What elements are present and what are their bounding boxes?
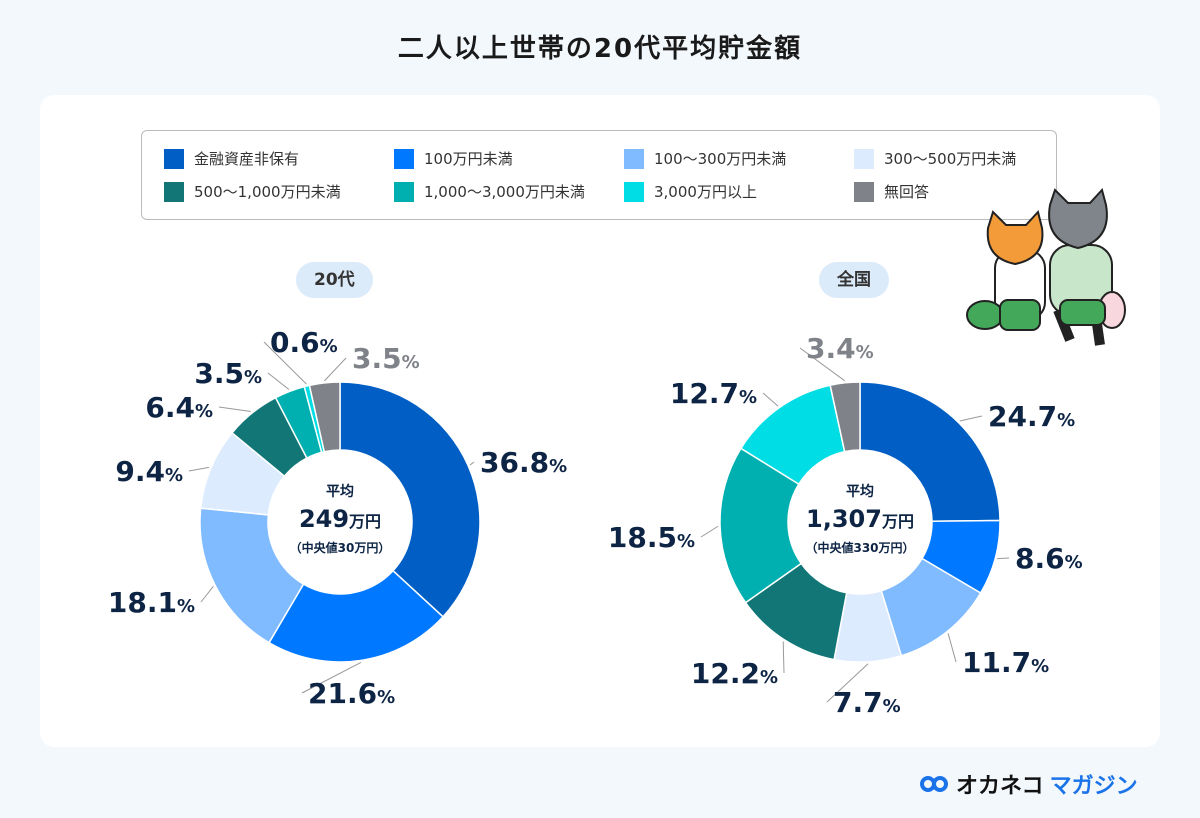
data-label: 3.5%: [352, 342, 420, 375]
center-label: 平均: [846, 483, 874, 500]
donut-slice: [859, 381, 1001, 522]
legend-label: 3,000万円以上: [654, 183, 757, 201]
center-label: 平均: [326, 483, 354, 500]
legend-item: 1,000〜3,000万円未満: [394, 181, 585, 202]
leader-line: [799, 347, 846, 382]
leader-line: [469, 461, 475, 466]
logo: オカネコ マガジン: [920, 768, 1138, 800]
legend-swatch: [854, 181, 874, 202]
logo-icon: [920, 776, 948, 792]
legend-label: 100〜300万円未満: [654, 150, 787, 168]
legend: 金融資産非保有 100万円未満 100〜300万円未満 300〜500万円未満 500〜…: [141, 130, 1057, 220]
legend-swatch: [394, 181, 414, 202]
legend-swatch: [624, 181, 644, 202]
logo-text-1: オカネコ: [956, 774, 1044, 799]
legend-label: 300〜500万円未満: [884, 150, 1017, 168]
legend-label: 1,000〜3,000万円未満: [424, 183, 585, 201]
data-label: 9.4%: [115, 455, 183, 488]
leader-line: [301, 662, 362, 694]
data-label: 3.5%: [194, 357, 262, 390]
center-value: 249万円: [299, 505, 381, 533]
data-label: 0.6%: [270, 326, 338, 359]
donut-slice: [719, 447, 803, 604]
data-label: 21.6%: [308, 677, 395, 710]
leader-line: [700, 525, 719, 538]
donut-slice: [268, 569, 445, 663]
donut-slice: [199, 507, 305, 644]
legend-item: 無回答: [854, 181, 929, 202]
data-label: 36.8%: [480, 446, 567, 479]
legend-item: 500〜1,000万円未満: [164, 181, 341, 202]
leader-line: [959, 415, 983, 422]
chart-title: 二人以上世帯の20代平均貯金額: [397, 34, 803, 64]
legend-label: 無回答: [884, 183, 930, 201]
data-label: 11.7%: [962, 646, 1049, 679]
data-label: 12.2%: [691, 657, 778, 690]
data-label: 3.4%: [806, 332, 874, 365]
chart-title-national: 全国: [819, 262, 889, 298]
center-median: （中央値30万円）: [290, 540, 391, 555]
logo-text-2: マガジン: [1049, 774, 1138, 799]
data-label: 6.4%: [145, 391, 213, 424]
leader-line: [200, 586, 214, 603]
legend-item: 金融資産非保有: [164, 148, 299, 169]
legend-swatch: [854, 148, 874, 169]
legend-item: 3,000万円以上: [624, 181, 757, 202]
data-label: 8.6%: [1015, 542, 1083, 575]
legend-swatch: [164, 181, 184, 202]
leader-line: [218, 406, 251, 413]
legend-swatch: [164, 148, 184, 169]
leader-line: [762, 392, 779, 407]
center-value: 1,307万円: [806, 505, 914, 533]
data-label: 18.5%: [608, 521, 695, 554]
donut-slice: [308, 381, 341, 453]
data-label: 12.7%: [670, 377, 757, 410]
leader-line: [188, 466, 210, 472]
legend-swatch: [394, 148, 414, 169]
legend-swatch: [624, 148, 644, 169]
legend-item: 100万円未満: [394, 148, 513, 169]
leader-line: [947, 633, 957, 663]
leader-line: [267, 372, 290, 390]
legend-item: 300〜500万円未満: [854, 148, 1016, 169]
chart-title-20s: 20代: [296, 262, 373, 298]
donut-slice: [829, 381, 861, 453]
leader-line: [782, 641, 785, 674]
donut-slice: [339, 381, 481, 618]
data-label: 7.7%: [833, 686, 901, 719]
center-median: （中央値330万円）: [805, 540, 914, 555]
legend-label: 500〜1,000万円未満: [194, 183, 341, 201]
data-label: 24.7%: [988, 400, 1075, 433]
legend-item: 100〜300万円未満: [624, 148, 786, 169]
data-label: 18.1%: [108, 586, 195, 619]
leader-line: [997, 557, 1010, 560]
leader-line: [263, 341, 307, 385]
legend-label: 金融資産非保有: [194, 150, 300, 168]
legend-label: 100万円未満: [424, 150, 513, 168]
leader-line: [826, 663, 869, 703]
leader-line: [324, 357, 347, 382]
